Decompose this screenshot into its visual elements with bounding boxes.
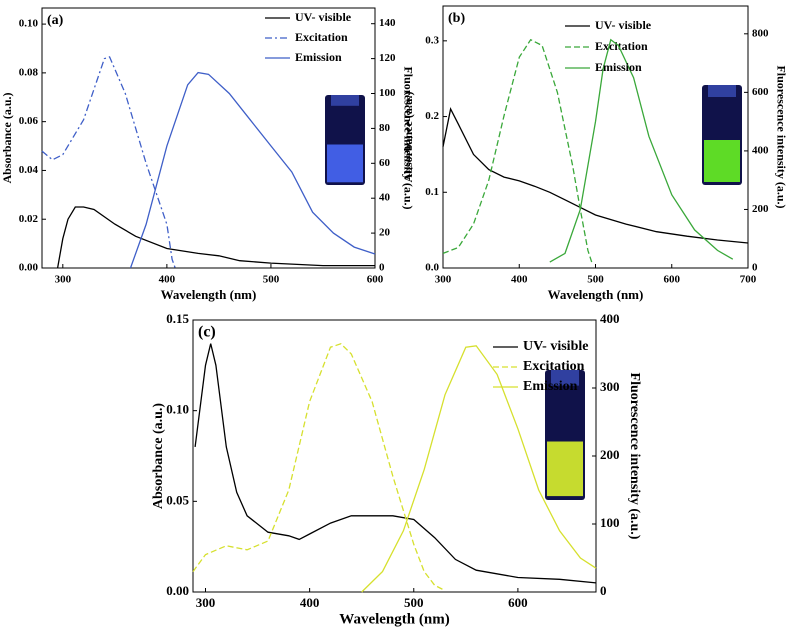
x-tick-label: 600: [367, 274, 384, 286]
y-tick-label: 0.00: [166, 583, 189, 598]
y2-tick-label: 200: [600, 447, 620, 462]
y-tick-label: 0.1: [425, 186, 439, 198]
y2-tick-label: 140: [379, 17, 396, 29]
y2-axis-title: Fluorescence intensity (a.u.): [774, 65, 787, 208]
y-axis-title: Absorbance (a.u.): [0, 92, 14, 183]
y2-tick-label: 200: [752, 203, 769, 215]
x-tick-label: 500: [587, 274, 604, 286]
series-line: [41, 56, 176, 269]
series-line: [129, 71, 376, 269]
legend-label: Excitation: [295, 30, 348, 44]
x-axis-title: Wavelength (nm): [548, 287, 644, 302]
y-tick-label: 0.10: [166, 402, 189, 417]
x-axis-title: Wavelength (nm): [161, 287, 257, 302]
legend-label: Emission: [523, 379, 578, 394]
legend-label: Emission: [295, 50, 342, 64]
y-tick-label: 0.00: [19, 262, 39, 274]
x-tick-label: 300: [196, 595, 216, 610]
series-line: [549, 38, 734, 263]
x-tick-label: 300: [435, 274, 452, 286]
x-tick-label: 600: [508, 595, 528, 610]
y2-axis-title: Fluorescence intensity (a.u.): [627, 373, 642, 540]
vial-cap: [331, 95, 359, 106]
y2-tick-label: 120: [379, 52, 396, 64]
y2-tick-label: 100: [600, 515, 620, 530]
y2-tick-label: 100: [379, 87, 396, 99]
x-tick-label: 500: [404, 595, 424, 610]
y2-tick-label: 0: [752, 262, 758, 274]
y-tick-label: 0.3: [425, 34, 439, 46]
x-tick-label: 300: [55, 274, 72, 286]
y-axis-title: Absorbance (a.u.): [401, 91, 415, 182]
y2-tick-label: 400: [752, 144, 769, 156]
y-tick-label: 0.0: [425, 262, 439, 274]
legend-label: Emission: [595, 60, 642, 74]
y-axis-title: Absorbance (a.u.): [151, 403, 166, 510]
x-tick-label: 400: [300, 595, 320, 610]
vial-cap: [708, 85, 736, 97]
y-tick-label: 0.06: [19, 115, 39, 127]
x-tick-label: 700: [740, 274, 757, 286]
y2-tick-label: 80: [379, 122, 391, 134]
vial-glow: [547, 441, 583, 497]
y-tick-label: 0.05: [166, 492, 189, 507]
legend-label: UV- visible: [595, 18, 652, 32]
y2-tick-label: 20: [379, 227, 391, 239]
y-tick-label: 0.08: [19, 66, 39, 78]
panel-label: (b): [448, 11, 465, 26]
y2-axis-title: Fluorescence intensity (a.u.): [401, 66, 415, 209]
x-tick-label: 500: [263, 274, 280, 286]
x-tick-label: 400: [159, 274, 176, 286]
vial-glow: [704, 140, 740, 182]
y2-tick-label: 600: [752, 86, 769, 98]
y2-tick-label: 300: [600, 379, 620, 394]
x-tick-label: 400: [511, 274, 528, 286]
panel-label: (c): [198, 324, 216, 341]
legend-label: Excitation: [523, 359, 585, 374]
y-tick-label: 0.04: [19, 164, 39, 176]
series-line: [56, 206, 375, 269]
y2-tick-label: 60: [379, 157, 391, 169]
y-tick-label: 0.10: [19, 18, 39, 30]
series-line: [361, 345, 597, 593]
y2-tick-label: 400: [600, 311, 620, 326]
panel-label: (a): [47, 13, 64, 28]
y2-tick-label: 0: [379, 262, 385, 274]
series-line: [442, 38, 593, 263]
y-tick-label: 0.2: [425, 110, 439, 122]
x-axis-title: Wavelength (nm): [339, 611, 449, 627]
legend-label: UV- visible: [295, 10, 352, 24]
vial-cap: [551, 370, 579, 386]
y2-tick-label: 800: [752, 27, 769, 39]
legend-label: UV- visible: [523, 339, 588, 354]
plot-frame: [41, 7, 376, 269]
y2-tick-label: 40: [379, 192, 391, 204]
y-tick-label: 0.02: [19, 213, 39, 225]
y-tick-label: 0.15: [166, 311, 189, 326]
y2-tick-label: 0: [600, 583, 607, 598]
series-line: [192, 343, 446, 592]
series-line: [194, 343, 597, 584]
vial-glow: [327, 144, 363, 183]
series-line: [442, 107, 749, 244]
x-tick-label: 600: [664, 274, 681, 286]
